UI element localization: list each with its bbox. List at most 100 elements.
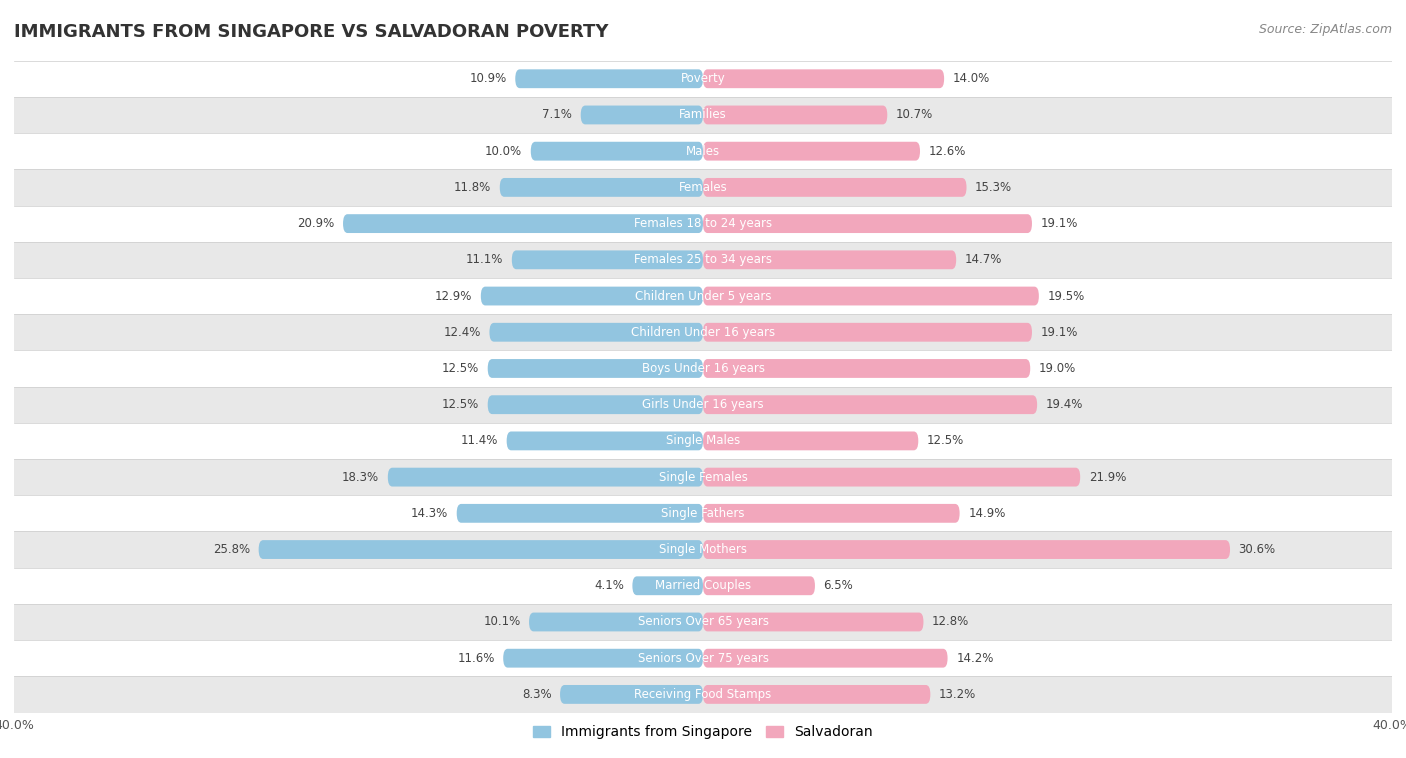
FancyBboxPatch shape: [703, 395, 1038, 414]
FancyBboxPatch shape: [581, 105, 703, 124]
FancyBboxPatch shape: [703, 468, 1080, 487]
Bar: [14, 97, 1392, 133]
Text: Females 25 to 34 years: Females 25 to 34 years: [634, 253, 772, 266]
Text: 25.8%: 25.8%: [212, 543, 250, 556]
Text: 14.9%: 14.9%: [969, 507, 1005, 520]
FancyBboxPatch shape: [703, 649, 948, 668]
FancyBboxPatch shape: [703, 105, 887, 124]
Text: 12.5%: 12.5%: [927, 434, 965, 447]
Text: Single Fathers: Single Fathers: [661, 507, 745, 520]
Text: 21.9%: 21.9%: [1088, 471, 1126, 484]
Text: 10.0%: 10.0%: [485, 145, 522, 158]
FancyBboxPatch shape: [703, 576, 815, 595]
FancyBboxPatch shape: [506, 431, 703, 450]
FancyBboxPatch shape: [388, 468, 703, 487]
Bar: [14, 459, 1392, 495]
FancyBboxPatch shape: [703, 178, 966, 197]
Text: Receiving Food Stamps: Receiving Food Stamps: [634, 688, 772, 701]
Text: Families: Families: [679, 108, 727, 121]
Bar: [14, 169, 1392, 205]
FancyBboxPatch shape: [531, 142, 703, 161]
FancyBboxPatch shape: [529, 612, 703, 631]
Text: 6.5%: 6.5%: [824, 579, 853, 592]
FancyBboxPatch shape: [703, 540, 1230, 559]
Text: 14.7%: 14.7%: [965, 253, 1002, 266]
Text: 10.1%: 10.1%: [484, 615, 520, 628]
FancyBboxPatch shape: [703, 215, 1032, 233]
Text: 11.4%: 11.4%: [461, 434, 498, 447]
Text: Children Under 16 years: Children Under 16 years: [631, 326, 775, 339]
Text: Single Mothers: Single Mothers: [659, 543, 747, 556]
FancyBboxPatch shape: [703, 685, 931, 704]
Text: Males: Males: [686, 145, 720, 158]
FancyBboxPatch shape: [703, 612, 924, 631]
Text: 15.3%: 15.3%: [976, 181, 1012, 194]
FancyBboxPatch shape: [457, 504, 703, 523]
Text: 12.5%: 12.5%: [441, 398, 479, 411]
Text: 11.6%: 11.6%: [457, 652, 495, 665]
Bar: [14, 133, 1392, 169]
Bar: [14, 568, 1392, 604]
Bar: [14, 242, 1392, 278]
FancyBboxPatch shape: [488, 395, 703, 414]
Bar: [14, 423, 1392, 459]
Text: 8.3%: 8.3%: [522, 688, 551, 701]
Text: IMMIGRANTS FROM SINGAPORE VS SALVADORAN POVERTY: IMMIGRANTS FROM SINGAPORE VS SALVADORAN …: [14, 23, 609, 41]
Text: 11.1%: 11.1%: [465, 253, 503, 266]
Bar: [14, 61, 1392, 97]
Text: Girls Under 16 years: Girls Under 16 years: [643, 398, 763, 411]
FancyBboxPatch shape: [703, 431, 918, 450]
FancyBboxPatch shape: [488, 359, 703, 378]
FancyBboxPatch shape: [703, 250, 956, 269]
Text: 12.5%: 12.5%: [441, 362, 479, 375]
Bar: [14, 676, 1392, 713]
Bar: [14, 205, 1392, 242]
Legend: Immigrants from Singapore, Salvadoran: Immigrants from Singapore, Salvadoran: [527, 719, 879, 744]
Text: Married Couples: Married Couples: [655, 579, 751, 592]
Text: 12.4%: 12.4%: [443, 326, 481, 339]
Text: 14.3%: 14.3%: [411, 507, 449, 520]
Text: 19.5%: 19.5%: [1047, 290, 1084, 302]
Text: 14.2%: 14.2%: [956, 652, 994, 665]
Bar: [14, 278, 1392, 314]
Text: Females: Females: [679, 181, 727, 194]
FancyBboxPatch shape: [560, 685, 703, 704]
FancyBboxPatch shape: [703, 69, 945, 88]
Text: Boys Under 16 years: Boys Under 16 years: [641, 362, 765, 375]
Text: 4.1%: 4.1%: [593, 579, 624, 592]
FancyBboxPatch shape: [499, 178, 703, 197]
Text: 19.4%: 19.4%: [1046, 398, 1083, 411]
FancyBboxPatch shape: [703, 142, 920, 161]
FancyBboxPatch shape: [633, 576, 703, 595]
Text: Single Males: Single Males: [666, 434, 740, 447]
Text: 10.9%: 10.9%: [470, 72, 506, 85]
Text: 19.0%: 19.0%: [1039, 362, 1076, 375]
FancyBboxPatch shape: [703, 323, 1032, 342]
Text: 18.3%: 18.3%: [342, 471, 380, 484]
FancyBboxPatch shape: [703, 287, 1039, 305]
FancyBboxPatch shape: [503, 649, 703, 668]
Bar: [14, 640, 1392, 676]
Text: 19.1%: 19.1%: [1040, 217, 1078, 230]
FancyBboxPatch shape: [481, 287, 703, 305]
Text: Females 18 to 24 years: Females 18 to 24 years: [634, 217, 772, 230]
Text: 20.9%: 20.9%: [297, 217, 335, 230]
Bar: [14, 387, 1392, 423]
Bar: [14, 495, 1392, 531]
Text: 12.8%: 12.8%: [932, 615, 969, 628]
Bar: [14, 531, 1392, 568]
Text: Poverty: Poverty: [681, 72, 725, 85]
Text: Seniors Over 75 years: Seniors Over 75 years: [637, 652, 769, 665]
FancyBboxPatch shape: [489, 323, 703, 342]
FancyBboxPatch shape: [515, 69, 703, 88]
Text: 10.7%: 10.7%: [896, 108, 934, 121]
Text: 12.9%: 12.9%: [434, 290, 472, 302]
Text: Source: ZipAtlas.com: Source: ZipAtlas.com: [1258, 23, 1392, 36]
Text: Seniors Over 65 years: Seniors Over 65 years: [637, 615, 769, 628]
Text: 14.0%: 14.0%: [953, 72, 990, 85]
FancyBboxPatch shape: [259, 540, 703, 559]
Text: 30.6%: 30.6%: [1239, 543, 1275, 556]
Bar: [14, 604, 1392, 640]
FancyBboxPatch shape: [512, 250, 703, 269]
FancyBboxPatch shape: [343, 215, 703, 233]
